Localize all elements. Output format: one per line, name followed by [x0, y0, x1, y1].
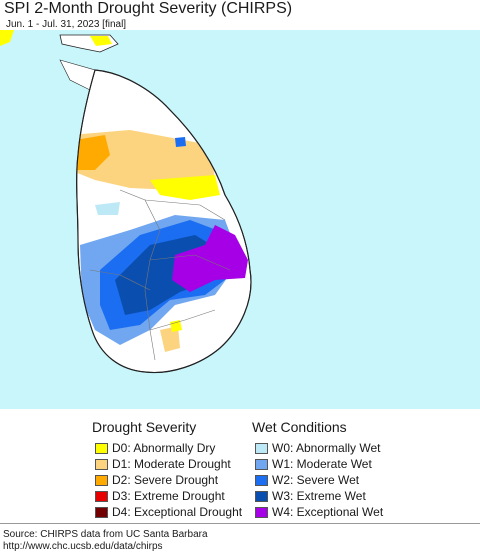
legend-swatch [255, 506, 268, 518]
legend-label: D2: Severe Drought [112, 473, 219, 487]
legend: Drought Severity D0: Abnormally Dry D1: … [0, 409, 480, 523]
mannar-coast [59, 59, 96, 91]
wet-legend: Wet Conditions W0: Abnormally Wet W1: Mo… [252, 419, 383, 520]
wet-legend-title: Wet Conditions [252, 419, 347, 435]
northeast-w2-dot [175, 137, 186, 147]
legend-label: D3: Extreme Drought [112, 489, 225, 503]
legend-label: W2: Severe Wet [272, 473, 360, 487]
w4-region [172, 225, 248, 292]
map-title: SPI 2-Month Drought Severity (CHIRPS) [4, 0, 293, 17]
legend-label: D0: Abnormally Dry [112, 441, 216, 455]
legend-item-d3: D3: Extreme Drought [92, 488, 242, 504]
legend-swatch [95, 458, 108, 470]
legend-swatch [95, 506, 108, 518]
legend-item-d1: D1: Moderate Drought [92, 456, 242, 472]
drought-legend: Drought Severity D0: Abnormally Dry D1: … [92, 419, 242, 520]
legend-item-w3: W3: Extreme Wet [252, 488, 383, 504]
legend-label: W3: Extreme Wet [272, 489, 366, 503]
legend-swatch [95, 490, 108, 502]
legend-swatch [95, 442, 108, 454]
northern-dry-patch [90, 36, 112, 46]
d2-patch [76, 135, 110, 170]
legend-item-w1: W1: Moderate Wet [252, 456, 383, 472]
legend-item-d2: D2: Severe Drought [92, 472, 242, 488]
source-footer: Source: CHIRPS data from UC Santa Barbar… [0, 523, 480, 554]
legend-label: W4: Exceptional Wet [272, 505, 384, 519]
map-panel [0, 30, 480, 409]
legend-item-d4: D4: Exceptional Drought [92, 504, 242, 520]
d0-band [150, 175, 220, 200]
source-url: http://www.chc.ucsb.edu/data/chirps [3, 541, 163, 552]
sri-lanka-map [0, 30, 252, 374]
legend-swatch [255, 458, 268, 470]
source-credit: Source: CHIRPS data from UC Santa Barbar… [3, 529, 208, 540]
province-boundaries [89, 189, 231, 361]
south-d0-patch [170, 320, 182, 332]
legend-swatch [255, 490, 268, 502]
drought-legend-title: Drought Severity [92, 419, 197, 435]
legend-label: D1: Moderate Drought [112, 457, 231, 471]
legend-item-d0: D0: Abnormally Dry [92, 440, 242, 456]
legend-swatch [95, 474, 108, 486]
legend-label: D4: Exceptional Drought [112, 505, 243, 519]
legend-swatch [255, 442, 268, 454]
legend-label: W1: Moderate Wet [272, 457, 372, 471]
legend-item-w0: W0: Abnormally Wet [252, 440, 383, 456]
w0-patch [95, 202, 120, 215]
drought-overlay [76, 130, 248, 352]
legend-label: W0: Abnormally Wet [272, 441, 381, 455]
south-d1-patch [160, 326, 180, 352]
legend-item-w2: W2: Severe Wet [252, 472, 383, 488]
map-subtitle: Jun. 1 - Jul. 31, 2023 [final] [6, 19, 127, 30]
legend-item-w4: W4: Exceptional Wet [252, 504, 383, 520]
legend-swatch [255, 474, 268, 486]
northwest-dry-patch [0, 30, 14, 46]
